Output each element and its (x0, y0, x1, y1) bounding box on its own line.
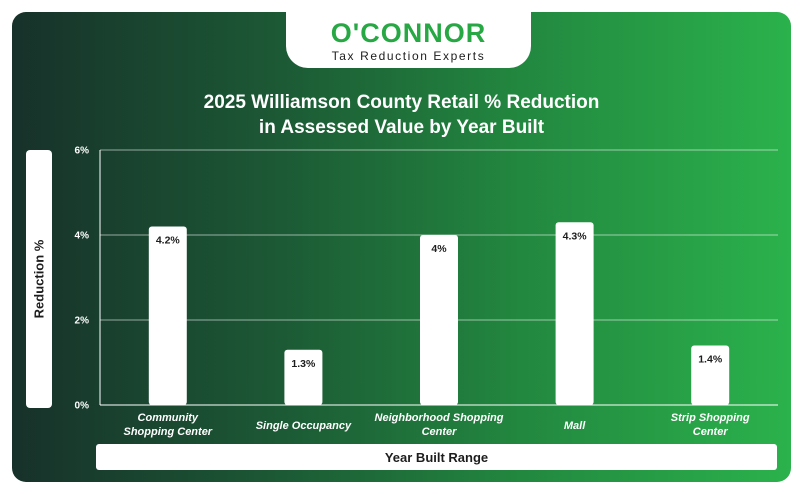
bar-0 (148, 226, 187, 405)
y-tick-label-3: 6% (75, 146, 90, 157)
chart-title-line-2: in Assessed Value by Year Built (258, 117, 545, 138)
x-tick-label-0: Community Shopping Center (123, 412, 212, 438)
bar-2 (420, 235, 458, 405)
x-axis-label: Year Built Range (96, 444, 777, 470)
bar-chart-plot: 0% 2% 4% 6% 4.2% Community Shopping Center 1.3%… (75, 146, 778, 438)
chart-title-line-1: 2025 Williamson County Retail % Reductio… (203, 92, 600, 113)
x-tick-label-3: Mall (564, 420, 586, 432)
chart-title: 2025 Williamson County Retail % Reductio… (12, 90, 791, 140)
logo: O'CONNOR Tax Reduction Experts (286, 12, 531, 68)
bar-data-label-2: 4% (431, 243, 447, 255)
bar-1 (284, 349, 323, 405)
y-tick-label-0: 0% (75, 401, 90, 412)
bar-data-label-0: 4.2% (156, 235, 181, 247)
bar-data-label-4: 1.4% (698, 354, 723, 366)
bar-4 (691, 345, 730, 405)
x-tick-label-1: Single Occupancy (256, 420, 352, 432)
bar-3 (555, 222, 594, 405)
y-axis-label-box: Reduction % (26, 150, 52, 408)
y-tick-label-2: 4% (75, 231, 90, 242)
logo-tagline: Tax Reduction Experts (331, 49, 486, 63)
y-tick-label-1: 2% (75, 316, 90, 327)
chart-card: O'CONNOR Tax Reduction Experts 2025 Will… (12, 12, 791, 482)
logo-wordmark: O'CONNOR (330, 18, 487, 48)
x-tick-label-4: Strip Shopping Center (671, 412, 750, 438)
x-tick-label-2: Neighborhood Shopping Center (375, 412, 504, 438)
bar-data-label-3: 4.3% (563, 230, 588, 242)
bar-data-label-1: 1.3% (291, 358, 316, 370)
